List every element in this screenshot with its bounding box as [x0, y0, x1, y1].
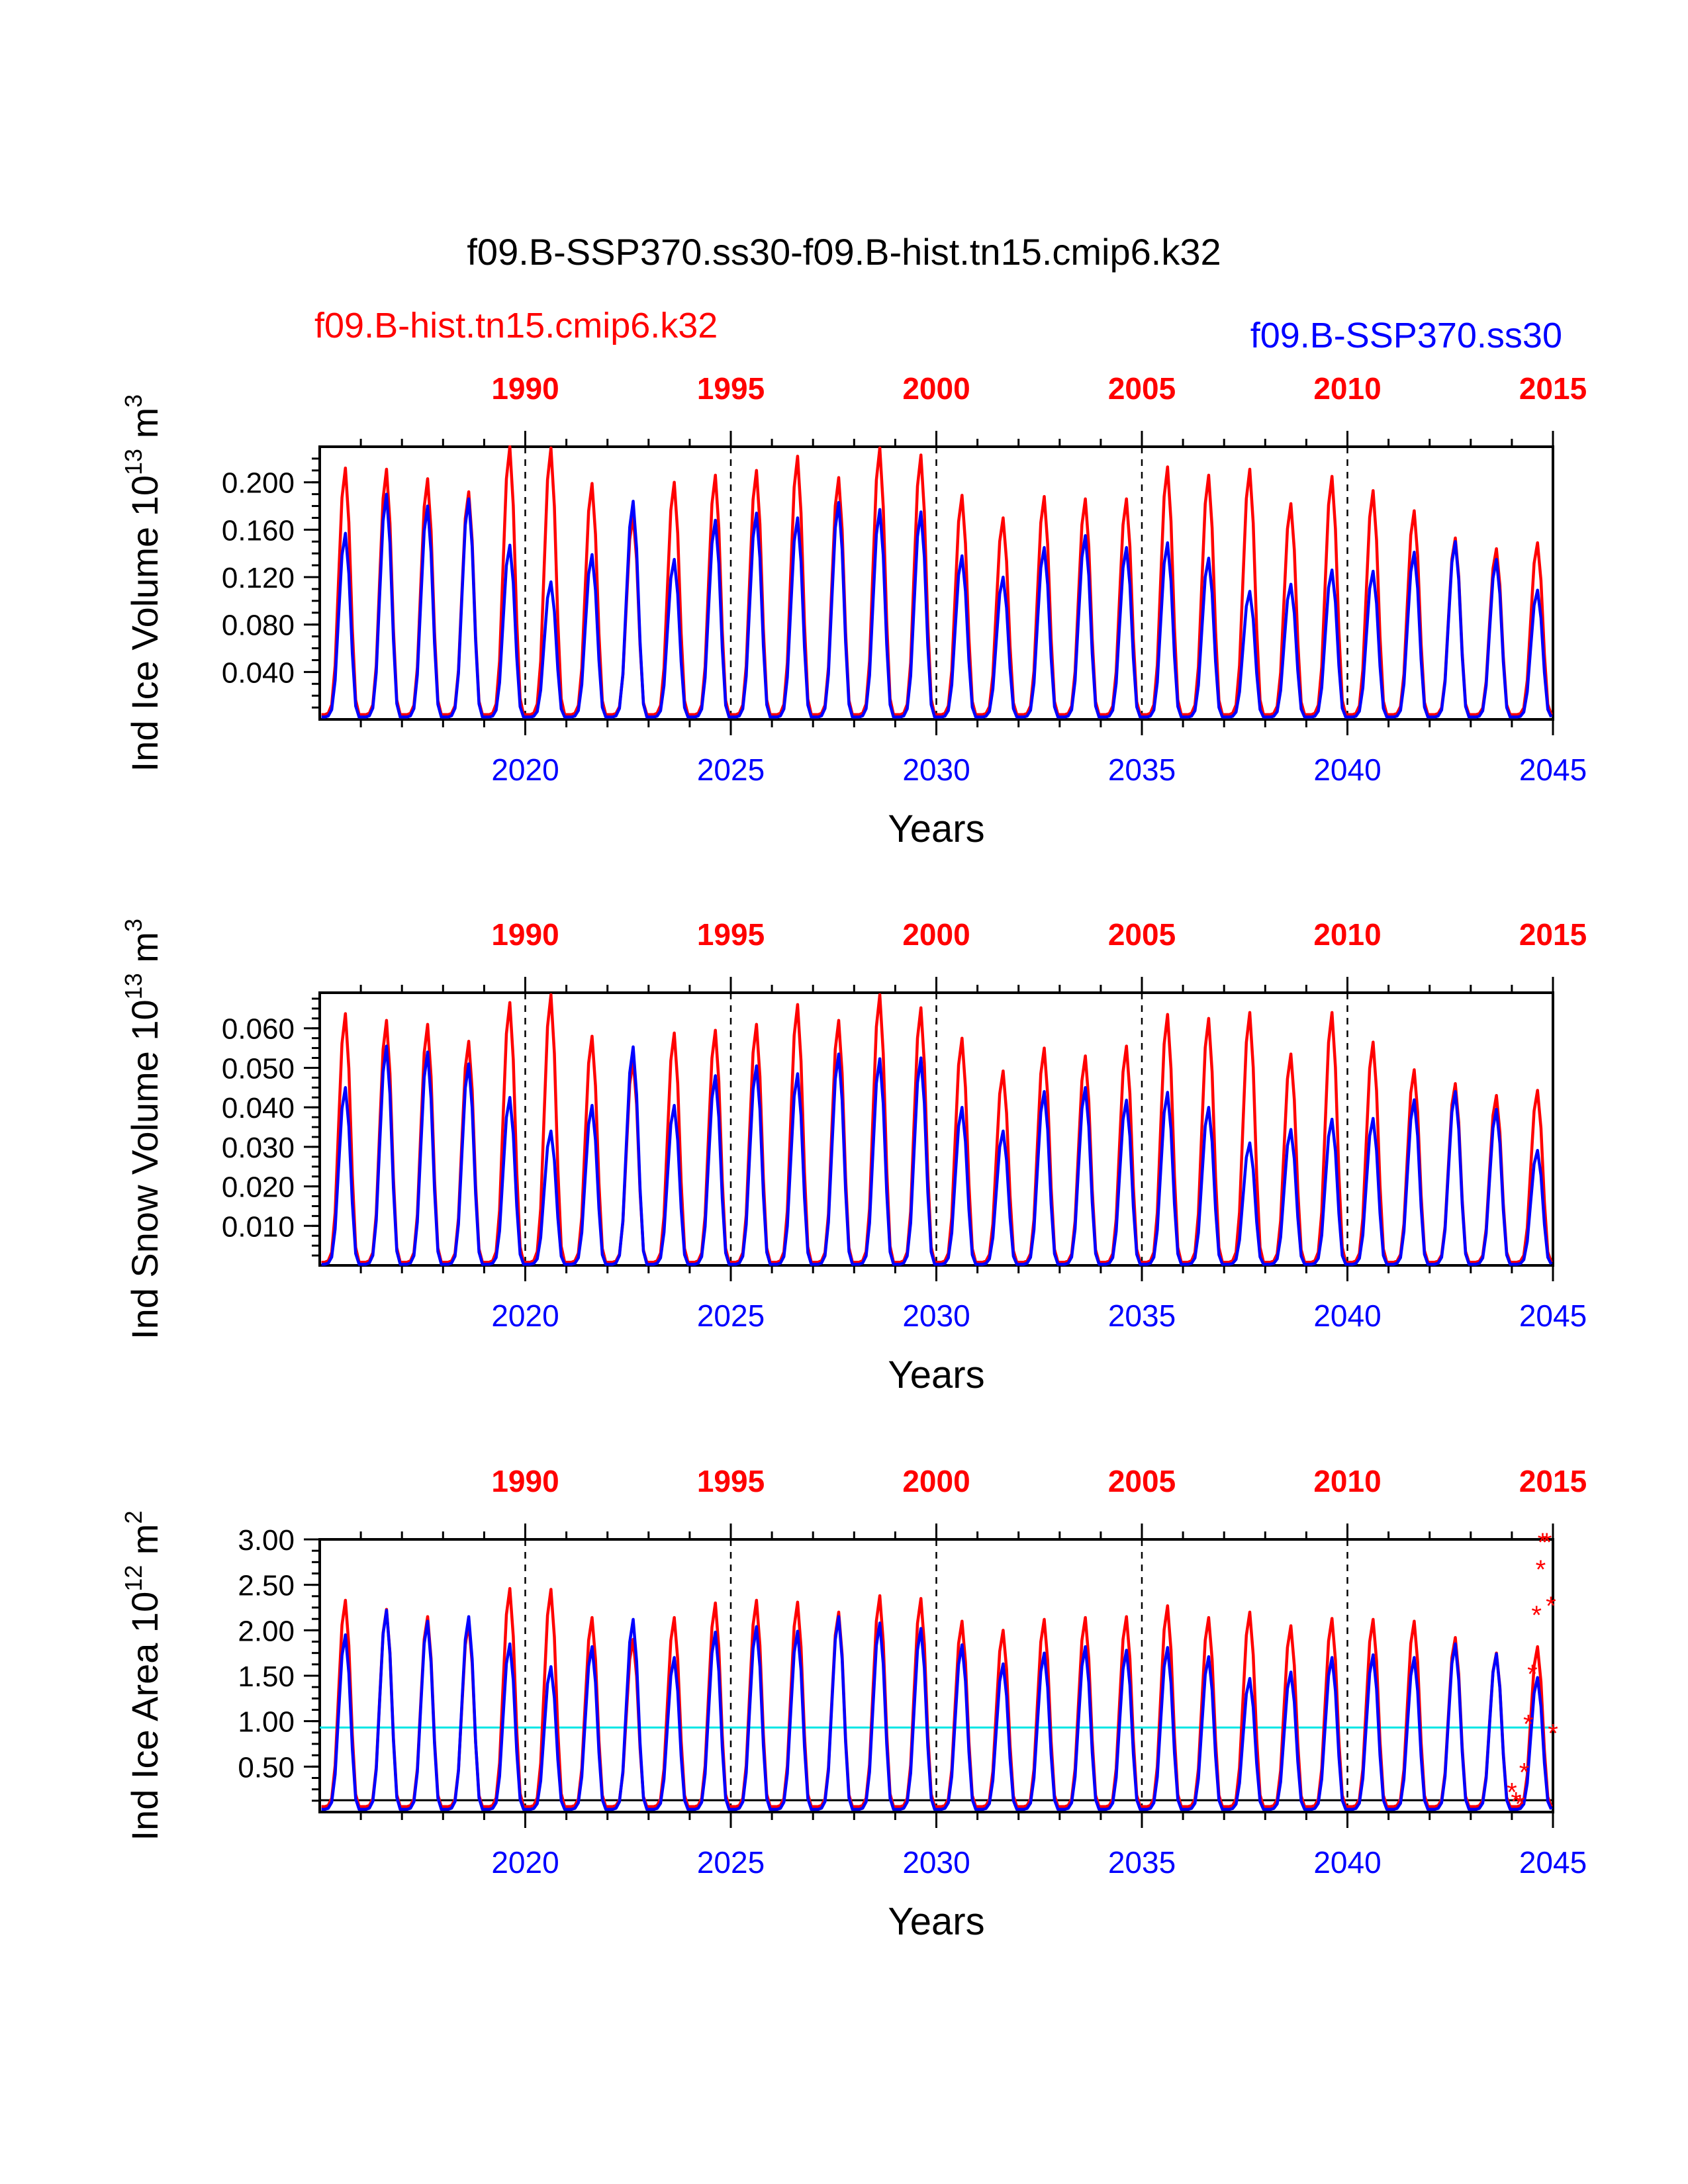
x-tick-label-top: 1990	[491, 1464, 559, 1498]
x-tick-label-bottom: 2025	[697, 1298, 765, 1333]
data-marker: *	[1519, 1758, 1530, 1787]
x-tick-label-top: 2015	[1519, 371, 1587, 406]
x-tick-label-top: 2015	[1519, 917, 1587, 952]
y-tick-label: 0.080	[222, 610, 295, 642]
panel-3: 0.50 1.00 1.50 2.00 2.50 3.00 2020 1990 2025 1995…	[120, 1464, 1587, 1943]
figure-title: f09.B-SSP370.ss30-f09.B-hist.tn15.cmip6.…	[467, 231, 1221, 273]
data-marker: *	[1527, 1660, 1538, 1689]
x-tick-label-top: 2005	[1108, 917, 1176, 952]
x-tick-label-top: 1990	[491, 371, 559, 406]
data-marker: *	[1536, 1555, 1546, 1584]
x-tick-label-bottom: 2040	[1313, 1845, 1381, 1880]
x-tick-label-top: 1995	[697, 371, 765, 406]
y-axis-label: Ind Ice Area 1012 m2	[120, 1510, 165, 1841]
series-ssp-line	[321, 492, 1553, 719]
x-tick-label-top: 2000	[902, 1464, 970, 1498]
x-tick-label-top: 1990	[491, 917, 559, 952]
x-tick-label-bottom: 2025	[697, 752, 765, 787]
panels: 0.040 0.080 0.120 0.160 0.200 2020 1990 2025 199…	[120, 371, 1587, 1943]
x-tick-label-top: 2010	[1313, 917, 1381, 952]
y-tick-label: 0.050	[222, 1052, 295, 1085]
x-tick-label-bottom: 2040	[1313, 752, 1381, 787]
x-tick-label-top: 2000	[902, 917, 970, 952]
x-tick-label-bottom: 2030	[902, 1845, 970, 1880]
x-tick-label-top: 2005	[1108, 371, 1176, 406]
series-ssp-line	[321, 1608, 1553, 1811]
y-tick-label: 0.50	[238, 1751, 295, 1784]
x-tick-label-top: 2005	[1108, 1464, 1176, 1498]
y-tick-label: 1.50	[238, 1661, 295, 1693]
data-marker: *	[1542, 1528, 1552, 1557]
x-tick-label-bottom: 2045	[1519, 752, 1587, 787]
x-axis-label: Years	[888, 1353, 984, 1396]
y-tick-label: 2.00	[238, 1615, 295, 1647]
y-tick-label: 0.160	[222, 514, 295, 547]
data-marker: *	[1511, 1787, 1521, 1816]
data-marker: *	[1515, 1790, 1526, 1819]
y-tick-label: 1.00	[238, 1706, 295, 1739]
data-marker: *	[1531, 1601, 1542, 1630]
x-tick-label-bottom: 2030	[902, 1298, 970, 1333]
x-tick-label-top: 2015	[1519, 1464, 1587, 1498]
x-tick-label-top: 1995	[697, 917, 765, 952]
x-tick-label-top: 2000	[902, 371, 970, 406]
y-axis-label: Ind Snow Volume 1013 m3	[120, 919, 165, 1340]
x-tick-label-bottom: 2020	[491, 1298, 559, 1333]
y-tick-label: 0.200	[222, 467, 295, 500]
x-tick-label-bottom: 2045	[1519, 1845, 1587, 1880]
x-tick-label-bottom: 2045	[1519, 1298, 1587, 1333]
data-marker: *	[1538, 1528, 1548, 1557]
x-axis-label: Years	[888, 1900, 984, 1943]
x-tick-label-bottom: 2040	[1313, 1298, 1381, 1333]
y-tick-label: 0.020	[222, 1171, 295, 1204]
y-tick-label: 0.040	[222, 1092, 295, 1124]
data-marker: *	[1548, 1719, 1558, 1748]
y-tick-label: 3.00	[238, 1524, 295, 1557]
y-axis-label: Ind Ice Volume 1013 m3	[120, 394, 165, 772]
y-tick-label: 0.040	[222, 657, 295, 689]
x-tick-label-bottom: 2030	[902, 752, 970, 787]
x-tick-label-bottom: 2020	[491, 752, 559, 787]
x-tick-label-top: 2010	[1313, 1464, 1381, 1498]
series-ssp-line	[321, 1044, 1553, 1266]
series-hist-line	[321, 1586, 1553, 1809]
x-axis-label: Years	[888, 807, 984, 850]
y-tick-label: 0.030	[222, 1132, 295, 1164]
x-tick-label-bottom: 2035	[1108, 752, 1176, 787]
panel-1: 0.040 0.080 0.120 0.160 0.200 2020 1990 2025 199…	[120, 371, 1587, 850]
panel-2: 0.010 0.020 0.030 0.040 0.050 0.060 2020 1990 20…	[120, 917, 1587, 1396]
y-tick-label: 2.50	[238, 1570, 295, 1602]
x-tick-label-bottom: 2025	[697, 1845, 765, 1880]
legend-ssp: f09.B-SSP370.ss30	[1250, 316, 1562, 355]
x-tick-label-top: 2010	[1313, 371, 1381, 406]
x-tick-label-bottom: 2035	[1108, 1298, 1176, 1333]
legend-hist: f09.B-hist.tn15.cmip6.k32	[314, 306, 718, 345]
x-tick-label-bottom: 2020	[491, 1845, 559, 1880]
y-tick-label: 0.060	[222, 1013, 295, 1046]
x-tick-label-bottom: 2035	[1108, 1845, 1176, 1880]
data-marker: *	[1523, 1710, 1534, 1739]
data-marker: *	[1507, 1778, 1517, 1807]
y-tick-label: 0.120	[222, 562, 295, 594]
data-marker: *	[1546, 1592, 1556, 1621]
x-tick-label-top: 1995	[697, 1464, 765, 1498]
y-tick-label: 0.010	[222, 1210, 295, 1243]
